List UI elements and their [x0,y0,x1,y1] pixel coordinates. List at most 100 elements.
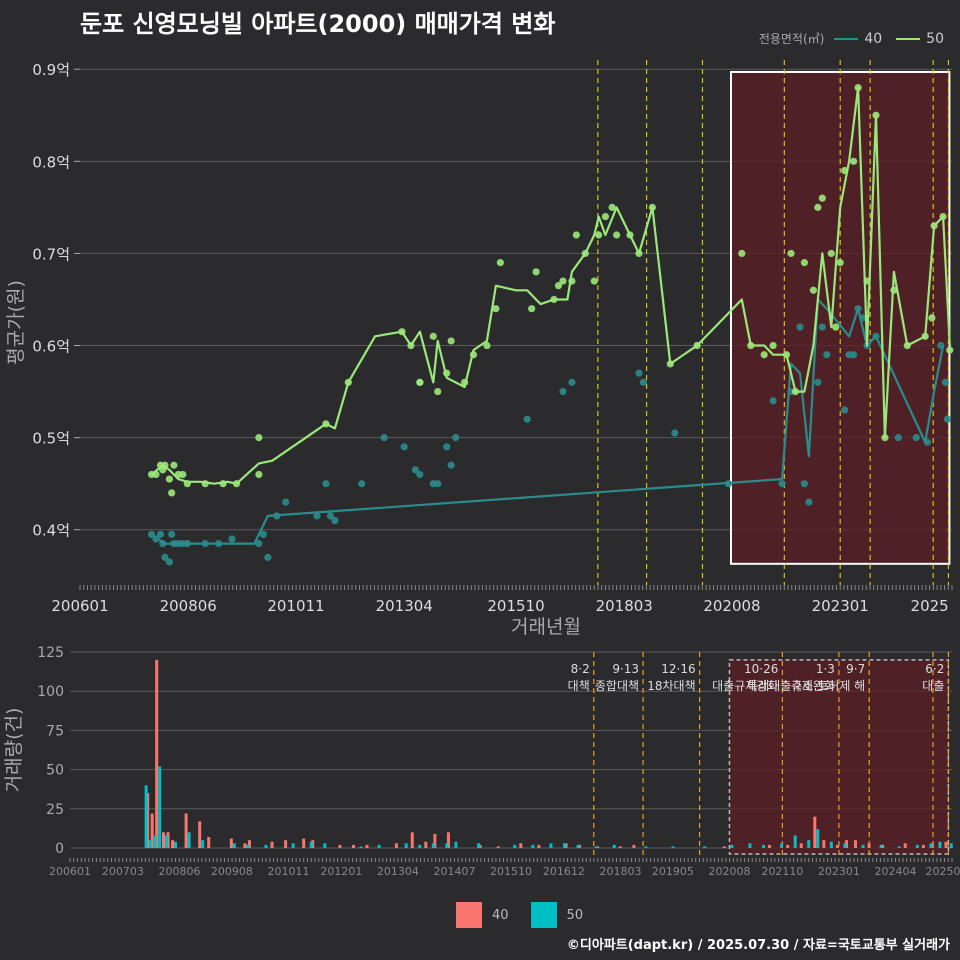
volume-bar-50 [174,841,178,848]
area-legend: 전용면적(㎡) 40 50 [759,30,952,47]
data-point-40 [872,332,880,340]
data-point-50 [460,378,469,386]
data-point-50 [183,480,191,488]
data-point-50 [782,351,791,359]
data-point-50 [434,387,442,396]
data-point-50 [179,470,187,479]
volume-bar-50 [445,843,449,848]
volume-bar-40 [229,838,233,848]
volume-bar-50 [703,846,707,848]
data-point-40 [937,341,945,350]
policy-date-label: 12·16 [661,662,695,676]
volume-bar-40 [596,846,600,848]
data-point-50 [447,337,455,345]
data-point-40 [823,351,831,359]
data-point-40 [159,539,167,548]
y-tick-label: 0.9억 [32,61,70,79]
data-point-40 [264,553,272,561]
volume-bar-40 [171,840,175,848]
volume-bar-50 [915,844,919,848]
bar-x-tick-label: 201612 [543,865,585,878]
data-point-50 [201,480,209,488]
data-point-50 [344,378,352,386]
data-point-50 [946,346,954,354]
bar-x-tick-label: 201510 [490,865,532,878]
volume-legend-label-50: 50 [566,907,584,923]
volume-bar-40 [768,844,772,848]
volume-bar-40 [496,846,500,848]
legend-box-40 [456,902,482,928]
data-point-40 [841,406,849,414]
volume-bar-50 [563,843,567,848]
data-point-50 [232,480,241,488]
volume-bar-40 [944,841,948,848]
x-tick-label: 200806 [160,597,217,615]
data-point-40 [568,378,576,386]
volume-bar-40 [478,844,482,848]
bar-x-tick-label: 202008 [708,865,750,878]
volume-bar-50 [377,844,381,848]
data-point-40 [168,530,176,538]
data-point-50 [496,259,504,267]
volume-bar-50 [793,835,797,848]
data-point-40 [358,480,366,488]
data-point-40 [943,415,952,423]
bar-y-tick-label: 25 [46,802,64,818]
data-point-50 [443,369,451,377]
volume-bar-50 [949,843,953,848]
data-point-40 [416,470,424,479]
bar-x-tick-label: 20250 [925,865,960,878]
data-point-40 [769,397,777,405]
data-point-40 [452,434,460,442]
volume-bar-40 [146,793,150,848]
volume-bar-40 [161,832,165,848]
volume-bar-40 [424,841,428,848]
volume-legend: 40 50 [456,902,583,928]
data-point-50 [809,286,817,294]
volume-bar-50 [323,843,327,848]
data-point-50 [416,378,424,386]
data-point-50 [601,212,610,221]
data-point-50 [568,277,576,285]
data-point-40 [326,512,335,520]
volume-bar-40 [365,844,369,848]
volume-bar-50 [201,840,205,848]
volume-bar-40 [813,816,817,848]
volume-bar-40 [338,844,342,848]
legend-swatch-40 [834,37,859,40]
data-point-40 [165,558,174,566]
volume-bar-40 [519,843,523,848]
volume-bar-40 [302,838,306,848]
data-point-40 [201,539,209,548]
volume-bar-50 [291,843,295,848]
data-point-40 [639,378,648,386]
bar-y-tick-label: 0 [55,841,64,857]
data-point-40 [434,480,442,488]
y-tick-label: 0.4억 [32,522,70,540]
data-point-50 [693,341,701,350]
volume-bar-40 [433,833,437,848]
data-point-50 [791,387,800,396]
data-point-50 [863,277,871,285]
bar-y-tick-label: 75 [46,723,64,739]
data-point-40 [147,530,156,538]
volume-bar-50 [153,835,157,848]
data-point-40 [282,498,290,506]
data-point-40 [805,498,813,506]
volume-bar-50 [780,843,784,848]
data-point-50 [572,231,580,239]
bar-x-tick-label: 200601 [49,865,91,878]
policy-date-label: 9·7 [846,662,865,676]
legend-label-50: 50 [926,30,944,47]
data-point-40 [635,369,643,377]
data-point-40 [161,553,169,561]
bar-x-tick-label: 200908 [211,865,253,878]
legend-swatch-50 [896,37,921,40]
policy-date-label: 6·2 [925,662,944,676]
data-point-50 [760,351,768,359]
data-point-40 [331,516,339,525]
volume-bar-50 [612,844,616,848]
data-point-50 [769,341,777,350]
data-point-40 [724,480,733,488]
data-point-40 [273,512,281,520]
